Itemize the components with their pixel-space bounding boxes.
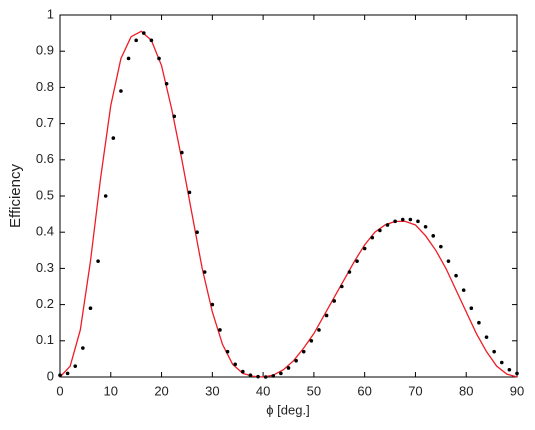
data-point	[294, 358, 298, 363]
data-point	[248, 373, 253, 377]
x-tick-label: 0	[56, 383, 63, 398]
data-point	[149, 38, 154, 43]
data-point	[393, 219, 397, 224]
data-point	[157, 56, 161, 61]
data-point	[469, 306, 474, 311]
data-point	[492, 349, 496, 354]
data-point	[263, 375, 268, 379]
data-point	[454, 273, 458, 278]
data-point	[111, 136, 116, 140]
data-point	[279, 371, 283, 376]
data-point	[271, 374, 276, 378]
data-point	[195, 230, 199, 234]
data-point	[507, 367, 512, 372]
x-tick-label: 90	[510, 383, 524, 398]
x-tick-label: 10	[104, 383, 118, 398]
data-point	[324, 313, 329, 318]
x-tick-label: 60	[357, 383, 371, 398]
x-tick-label: 40	[256, 383, 270, 398]
data-point	[484, 335, 489, 339]
data-point	[96, 259, 100, 263]
y-tick-label: 0.4	[36, 224, 54, 239]
data-point	[439, 244, 443, 249]
data-point	[499, 360, 504, 365]
x-tick-label: 20	[154, 383, 168, 398]
data-point	[461, 288, 466, 292]
data-point	[225, 349, 230, 354]
data-point	[218, 328, 222, 332]
y-tick-label: 0.8	[36, 79, 54, 94]
data-point	[233, 362, 237, 367]
data-point	[309, 339, 314, 343]
data-point	[286, 366, 291, 370]
y-tick-label: 0.2	[36, 296, 54, 311]
data-point	[81, 346, 85, 350]
data-point	[347, 270, 352, 274]
x-tick-label: 50	[307, 383, 321, 398]
y-tick-label: 0.7	[36, 115, 54, 130]
data-point	[355, 259, 359, 263]
data-point	[141, 31, 146, 35]
data-point	[477, 320, 481, 325]
x-tick-label: 80	[459, 383, 473, 398]
data-point	[134, 38, 138, 43]
data-point	[119, 89, 123, 93]
y-tick-label: 0.6	[36, 151, 54, 166]
data-point	[332, 299, 337, 303]
y-tick-label: 0.5	[36, 187, 54, 202]
data-point	[385, 223, 390, 227]
data-point	[103, 194, 108, 198]
y-tick-label: 0.9	[36, 43, 54, 58]
data-point	[73, 364, 78, 368]
data-point	[408, 217, 413, 222]
data-point	[88, 306, 93, 311]
y-tick-label: 0	[47, 368, 54, 383]
data-point	[370, 235, 375, 240]
x-tick-label: 30	[205, 383, 219, 398]
x-tick-label: 70	[408, 383, 422, 398]
data-point	[515, 371, 519, 376]
data-point	[126, 56, 131, 61]
data-point	[378, 228, 382, 233]
data-point	[65, 371, 70, 376]
data-point	[58, 373, 62, 377]
data-point	[301, 349, 306, 354]
y-tick-label: 1	[47, 6, 54, 21]
data-point	[202, 270, 207, 274]
data-point	[400, 217, 405, 222]
data-point	[172, 114, 177, 119]
data-point	[431, 234, 436, 238]
data-point	[241, 369, 245, 374]
y-tick-label: 0.3	[36, 260, 54, 275]
data-point	[362, 246, 367, 251]
plot-frame	[59, 14, 518, 378]
data-point	[340, 284, 344, 289]
data-point	[187, 190, 192, 195]
data-point	[164, 81, 169, 86]
data-point	[210, 302, 215, 307]
y-axis-label: Efficiency	[7, 164, 24, 228]
y-tick-label: 0.1	[36, 332, 54, 347]
data-point	[416, 219, 420, 224]
data-point	[317, 328, 321, 332]
data-point	[446, 259, 451, 263]
data-point	[423, 224, 428, 229]
data-line	[59, 30, 518, 378]
x-axis-label: ϕ [deg.]	[266, 402, 309, 417]
data-point	[180, 150, 184, 155]
data-point	[256, 374, 260, 379]
